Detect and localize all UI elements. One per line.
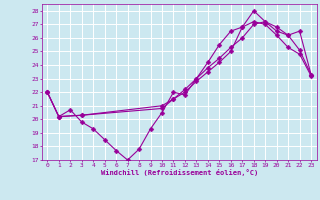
X-axis label: Windchill (Refroidissement éolien,°C): Windchill (Refroidissement éolien,°C)	[100, 169, 258, 176]
